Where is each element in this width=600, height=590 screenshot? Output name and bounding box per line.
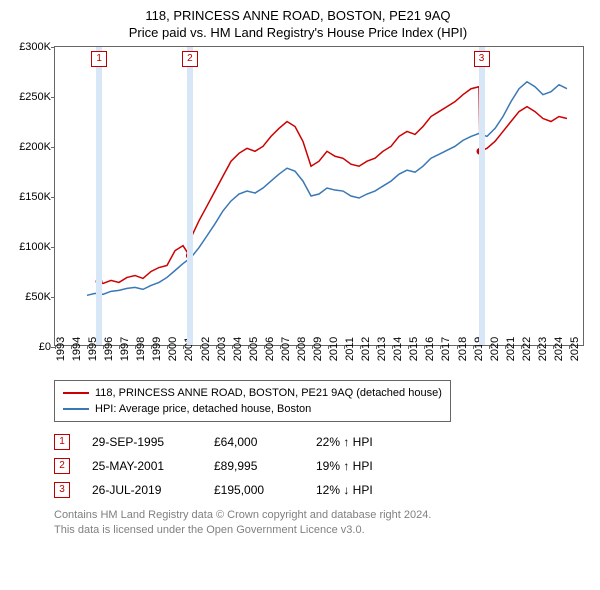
x-tick-label: 2007 <box>280 337 292 361</box>
x-tick-label: 2025 <box>569 337 581 361</box>
sale-event-number: 3 <box>54 482 70 498</box>
sale-marker-band <box>479 47 485 345</box>
chart-container: 118, PRINCESS ANNE ROAD, BOSTON, PE21 9A… <box>0 0 600 542</box>
legend: 118, PRINCESS ANNE ROAD, BOSTON, PE21 9A… <box>54 380 451 422</box>
sale-marker-band <box>96 47 102 345</box>
y-tick-label: £50K <box>25 291 51 303</box>
legend-swatch <box>63 392 89 394</box>
x-tick-label: 2014 <box>392 337 404 361</box>
sale-event-hpi-delta: 12% ↓ HPI <box>316 483 373 497</box>
sale-marker-band <box>187 47 193 345</box>
sale-event-price: £64,000 <box>214 435 294 449</box>
plot-area: £0£50K£100K£150K£200K£250K£300K199319941… <box>54 46 584 346</box>
x-tick-label: 2017 <box>440 337 452 361</box>
sale-event-row: 1 29-SEP-1995 £64,000 22% ↑ HPI <box>54 430 590 454</box>
sale-event-date: 29-SEP-1995 <box>92 435 192 449</box>
x-tick-label: 2013 <box>376 337 388 361</box>
sale-events-list: 1 29-SEP-1995 £64,000 22% ↑ HPI 2 25-MAY-2001… <box>54 430 590 502</box>
x-tick-label: 2002 <box>200 337 212 361</box>
footer-attribution: Contains HM Land Registry data © Crown c… <box>54 508 590 538</box>
x-tick-label: 2021 <box>505 337 517 361</box>
sale-marker-label: 2 <box>182 51 198 67</box>
sale-event-date: 26-JUL-2019 <box>92 483 192 497</box>
y-tick-label: £300K <box>19 41 51 53</box>
x-tick-label: 2023 <box>537 337 549 361</box>
y-tick-label: £150K <box>19 191 51 203</box>
footer-line-2: This data is licensed under the Open Gov… <box>54 523 590 538</box>
legend-item: 118, PRINCESS ANNE ROAD, BOSTON, PE21 9A… <box>63 385 442 401</box>
sale-event-price: £195,000 <box>214 483 294 497</box>
sale-event-hpi-delta: 22% ↑ HPI <box>316 435 373 449</box>
x-tick-label: 2015 <box>408 337 420 361</box>
y-tick-label: £200K <box>19 141 51 153</box>
x-tick-label: 2024 <box>553 337 565 361</box>
x-tick-label: 2010 <box>328 337 340 361</box>
sale-event-row: 3 26-JUL-2019 £195,000 12% ↓ HPI <box>54 478 590 502</box>
x-tick-label: 2016 <box>424 337 436 361</box>
footer-line-1: Contains HM Land Registry data © Crown c… <box>54 508 590 523</box>
series-subject <box>99 87 567 284</box>
sale-marker-label: 1 <box>91 51 107 67</box>
x-tick-label: 1998 <box>135 337 147 361</box>
chart-title-sub: Price paid vs. HM Land Registry's House … <box>6 25 590 40</box>
sale-event-number: 1 <box>54 434 70 450</box>
series-hpi <box>87 82 567 296</box>
x-tick-label: 1999 <box>151 337 163 361</box>
y-tick-label: £250K <box>19 91 51 103</box>
x-tick-label: 1996 <box>103 337 115 361</box>
legend-item: HPI: Average price, detached house, Bost… <box>63 401 442 417</box>
x-tick-label: 2022 <box>521 337 533 361</box>
legend-label: HPI: Average price, detached house, Bost… <box>95 403 311 415</box>
x-tick-label: 2012 <box>360 337 372 361</box>
sale-event-hpi-delta: 19% ↑ HPI <box>316 459 373 473</box>
legend-label: 118, PRINCESS ANNE ROAD, BOSTON, PE21 9A… <box>95 387 442 399</box>
x-tick-label: 2018 <box>457 337 469 361</box>
sale-event-price: £89,995 <box>214 459 294 473</box>
y-tick-label: £0 <box>39 341 51 353</box>
x-tick-label: 2004 <box>232 337 244 361</box>
x-tick-label: 1994 <box>71 337 83 361</box>
x-tick-label: 2000 <box>167 337 179 361</box>
sale-marker-label: 3 <box>474 51 490 67</box>
legend-swatch <box>63 408 89 410</box>
x-tick-label: 1997 <box>119 337 131 361</box>
chart-title-address: 118, PRINCESS ANNE ROAD, BOSTON, PE21 9A… <box>6 8 590 23</box>
chart-lines <box>55 47 583 345</box>
x-tick-label: 2020 <box>489 337 501 361</box>
x-tick-label: 2005 <box>248 337 260 361</box>
x-tick-label: 2003 <box>216 337 228 361</box>
y-tick-label: £100K <box>19 241 51 253</box>
x-tick-label: 1993 <box>55 337 67 361</box>
sale-event-number: 2 <box>54 458 70 474</box>
sale-event-date: 25-MAY-2001 <box>92 459 192 473</box>
x-tick-label: 2009 <box>312 337 324 361</box>
x-tick-label: 2011 <box>344 337 356 361</box>
x-tick-label: 2006 <box>264 337 276 361</box>
x-tick-label: 2008 <box>296 337 308 361</box>
sale-event-row: 2 25-MAY-2001 £89,995 19% ↑ HPI <box>54 454 590 478</box>
